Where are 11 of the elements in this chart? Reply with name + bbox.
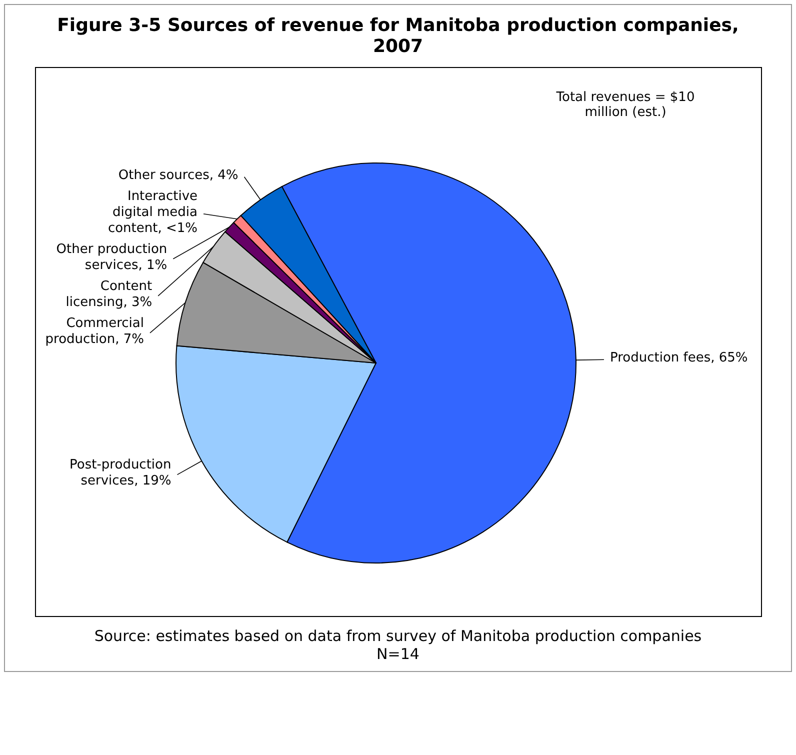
slice-label: Commercial production, 7% [44,316,144,347]
chart-title: Figure 3-5 Sources of revenue for Manitoba production companies, 2007 [56,14,740,59]
slice-label: Post-production services, 19% [69,458,171,489]
slice-label: Content licensing, 3% [65,278,152,310]
slice-label: Interactive digital media content, <1% [107,188,198,236]
text: N=14 [376,645,420,663]
slice-label: Production fees, 65% [609,350,748,366]
slice-label: Other sources, 4% [118,168,238,183]
text: Total revenues = $10 million (est.) [555,90,696,120]
source-note: Source: estimates based on data from survey of Manitoba production companies [93,627,703,645]
slice-label: Other production services, 1% [56,242,167,273]
